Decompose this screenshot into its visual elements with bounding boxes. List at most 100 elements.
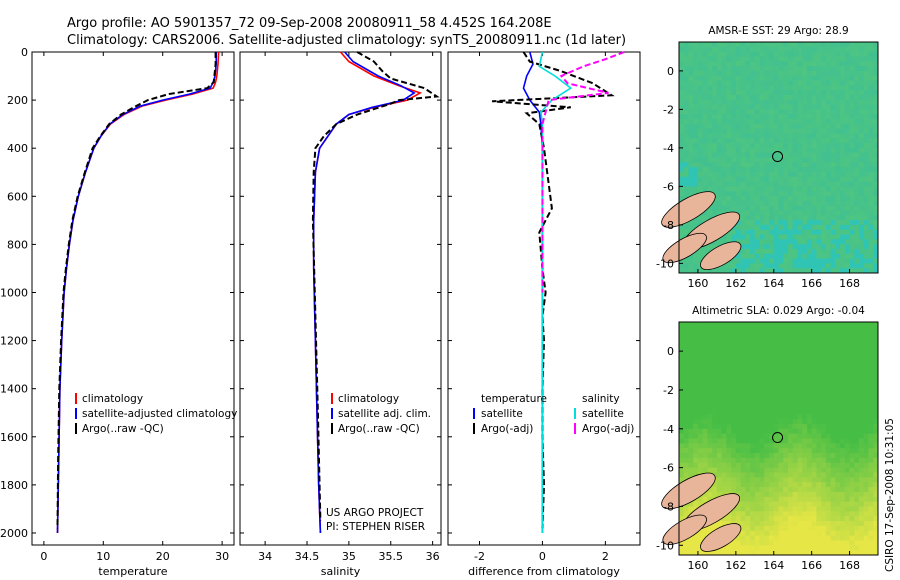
sla-map-cell (821, 375, 827, 381)
sla-map-cell (707, 355, 713, 362)
sla-map-cell (773, 540, 779, 546)
sla-map-cell (859, 433, 865, 439)
sla-map-cell (844, 414, 850, 420)
sla-map-cell (840, 380, 846, 386)
sst-map-cell (735, 205, 741, 211)
sst-map-cell (740, 229, 746, 235)
sla-map-cell (707, 409, 713, 415)
sst-map-ytick-label: -8 (663, 219, 674, 232)
sst-map-cell (802, 196, 808, 202)
sla-map-cell (835, 346, 841, 352)
sst-map-cell (773, 143, 779, 149)
sst-map-cell (787, 66, 794, 72)
sla-map-cell (731, 399, 737, 405)
sst-map-cell (697, 42, 704, 48)
sla-map-cell (787, 365, 794, 371)
sst-map-cell (830, 229, 836, 235)
sla-map-cell (783, 525, 789, 532)
sla-map-cell (759, 467, 765, 473)
sst-map-cell (863, 61, 869, 67)
sst-map-cell (740, 80, 746, 86)
sla-map-cell (745, 404, 751, 410)
sst-map-cell (750, 70, 756, 77)
sla-map-cell (840, 443, 846, 449)
sst-map-cell (778, 176, 784, 182)
sst-map-cell (806, 114, 813, 120)
sla-map-cell (783, 380, 789, 386)
sla-map-cell (821, 360, 827, 367)
sst-map-cell (721, 181, 727, 187)
sla-map-cell (797, 423, 803, 430)
sla-map-cell (716, 370, 723, 376)
sst-map-cell (844, 229, 850, 235)
sst-map-cell (859, 171, 865, 178)
sst-map-cell (769, 220, 775, 226)
sla-map-cell (731, 482, 737, 488)
sst-map-cell (816, 186, 822, 192)
sst-map-cell (792, 51, 798, 57)
sla-map-cell (759, 496, 765, 502)
sst-map-cell (873, 143, 879, 149)
sst-map-cell (821, 167, 827, 173)
sst-map-cell (759, 99, 765, 105)
sla-map-cell (821, 443, 827, 449)
sla-map-cell (816, 399, 822, 405)
sla-map-cell (863, 443, 869, 449)
sst-map-cell (840, 263, 846, 269)
sla-map-cell (835, 360, 841, 367)
sla-map-cell (787, 389, 794, 396)
sst-map-cell (811, 70, 817, 77)
sla-map-cell (825, 399, 832, 405)
sla-map-cell (769, 433, 775, 439)
sla-map-cell (863, 457, 869, 464)
sla-map-cell (811, 341, 817, 347)
sst-map-cell (769, 258, 775, 264)
sla-map-cell (726, 453, 732, 459)
sla-map-cell (773, 419, 779, 425)
sst-map-cell (759, 162, 765, 168)
sla-map-cell (797, 428, 803, 435)
sst-map-cell (868, 109, 874, 115)
sst-map-cell (764, 80, 770, 86)
sla-map-cell (683, 453, 689, 459)
sst-map-cell (754, 133, 760, 139)
sla-map-cell (863, 472, 869, 478)
sla-map-cell (783, 472, 789, 478)
sla-map-cell (821, 394, 827, 401)
sla-map-cell (716, 428, 723, 435)
sst-map-cell (811, 210, 817, 216)
sla-map-cell (849, 370, 855, 376)
sla-map-cell (840, 385, 846, 391)
sst-map-cell (745, 133, 751, 139)
sst-map-cell (688, 162, 694, 168)
sla-map-cell (873, 428, 879, 435)
sla-map-cell (802, 438, 808, 444)
sst-map-cell (802, 268, 808, 274)
sst-map-cell (769, 181, 775, 187)
sla-map-cell (825, 370, 832, 376)
sla-map-cell (825, 365, 832, 371)
sla-map-cell (863, 419, 869, 425)
sla-map-cell (783, 322, 789, 328)
sst-map-cell (783, 128, 789, 134)
sla-map-cell (863, 448, 869, 454)
sla-map-cell (821, 477, 827, 483)
sla-map-cell (868, 331, 874, 337)
sst-map-cell (797, 133, 803, 139)
sla-map-cell (688, 462, 694, 469)
sst-map-cell (816, 51, 822, 57)
sla-map-cell (835, 472, 841, 478)
sla-map-cell (783, 453, 789, 459)
sst-map-cell (844, 248, 850, 255)
sla-map-cell (707, 370, 713, 376)
sst-map-cell (840, 176, 846, 182)
sla-map-cell (854, 370, 860, 376)
sla-map-cell (863, 336, 869, 342)
sst-map-cell (863, 147, 869, 154)
sst-map-cell (821, 239, 827, 245)
sla-map-ytick-label: -6 (663, 462, 674, 475)
sla-map-cell (811, 326, 817, 333)
depth-tick-label: 800 (7, 238, 28, 251)
sst-map-cell (821, 258, 827, 264)
sst-map-cell (750, 239, 756, 245)
